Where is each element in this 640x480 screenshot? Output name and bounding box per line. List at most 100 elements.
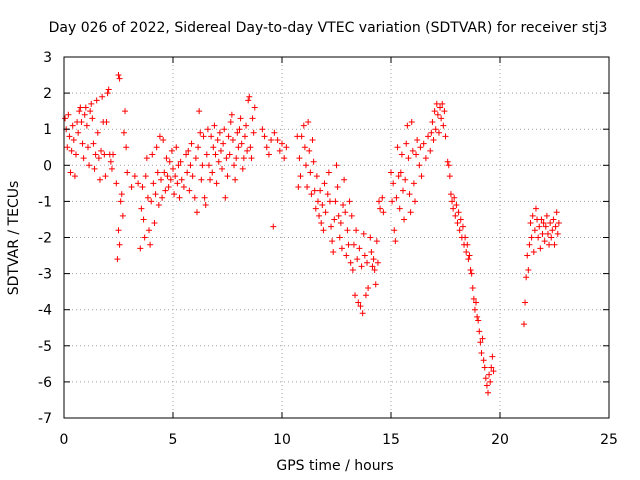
- data-point-plus: [549, 227, 556, 234]
- data-point-plus: [241, 133, 248, 140]
- data-point-plus: [171, 191, 178, 198]
- data-point-plus: [324, 191, 331, 198]
- data-point-plus: [117, 198, 124, 205]
- data-point-plus: [228, 111, 235, 118]
- data-point-plus: [180, 183, 187, 190]
- data-point-plus: [442, 133, 449, 140]
- data-point-plus: [247, 144, 254, 151]
- data-point-plus: [192, 155, 199, 162]
- data-point-plus: [244, 147, 251, 154]
- data-point-plus: [449, 198, 456, 205]
- data-point-plus: [547, 220, 554, 227]
- data-point-plus: [437, 104, 444, 111]
- data-point-plus: [226, 151, 233, 158]
- data-point-plus: [371, 266, 378, 273]
- data-point-plus: [403, 140, 410, 147]
- data-point-plus: [433, 100, 440, 107]
- data-point-plus: [526, 241, 533, 248]
- data-point-plus: [249, 115, 256, 122]
- data-point-plus: [220, 140, 227, 147]
- data-point-plus: [395, 173, 402, 180]
- data-point-plus: [555, 220, 562, 227]
- data-point-plus: [546, 241, 553, 248]
- data-point-plus: [335, 212, 342, 219]
- data-point-plus: [411, 198, 418, 205]
- data-point-plus: [343, 252, 350, 259]
- data-point-plus: [539, 230, 546, 237]
- data-point-plus: [101, 151, 108, 158]
- data-point-plus: [543, 212, 550, 219]
- data-point-plus: [91, 165, 98, 172]
- data-point-plus: [362, 292, 369, 299]
- data-point-plus: [213, 180, 220, 187]
- y-tick-label: -3: [38, 267, 52, 283]
- data-point-plus: [167, 176, 174, 183]
- data-point-plus: [214, 137, 221, 144]
- y-tick-label: -7: [38, 411, 52, 427]
- data-point-plus: [177, 158, 184, 165]
- data-point-plus: [444, 158, 451, 165]
- data-point-plus: [87, 108, 94, 115]
- data-point-plus: [233, 155, 240, 162]
- data-point-plus: [296, 155, 303, 162]
- data-point-plus: [305, 118, 312, 125]
- data-point-plus: [456, 227, 463, 234]
- data-point-plus: [345, 241, 352, 248]
- data-point-plus: [170, 165, 176, 172]
- data-point-plus: [462, 234, 469, 241]
- data-point-plus: [84, 144, 91, 151]
- data-point-plus: [368, 248, 375, 255]
- data-point-plus: [103, 118, 110, 125]
- data-point-plus: [93, 97, 100, 104]
- data-point-plus: [302, 162, 309, 169]
- data-point-plus: [486, 371, 493, 378]
- data-point-plus: [432, 126, 439, 133]
- data-point-plus: [431, 108, 438, 115]
- data-point-plus: [237, 115, 244, 122]
- data-point-plus: [78, 118, 85, 125]
- data-point-plus: [172, 173, 179, 180]
- data-point-plus: [470, 295, 477, 302]
- data-point-plus: [325, 169, 332, 176]
- data-point-plus: [316, 212, 323, 219]
- data-point-plus: [124, 169, 131, 176]
- data-point-plus: [338, 245, 345, 252]
- data-point-plus: [465, 256, 472, 263]
- data-point-plus: [310, 158, 317, 165]
- data-points: [62, 72, 562, 396]
- data-point-plus: [203, 151, 210, 158]
- data-point-plus: [207, 176, 214, 183]
- data-point-plus: [401, 216, 408, 223]
- data-point-plus: [198, 176, 205, 183]
- data-point-plus: [455, 209, 462, 216]
- data-point-plus: [265, 151, 272, 158]
- data-point-plus: [357, 303, 364, 310]
- data-point-plus: [373, 238, 380, 245]
- data-point-plus: [154, 169, 161, 176]
- data-point-plus: [531, 227, 538, 234]
- data-point-plus: [298, 133, 305, 140]
- data-point-plus: [225, 133, 232, 140]
- data-point-plus: [523, 274, 530, 281]
- data-point-plus: [488, 364, 495, 371]
- data-point-plus: [490, 368, 497, 375]
- data-point-plus: [144, 194, 151, 201]
- data-point-plus: [187, 162, 194, 169]
- data-point-plus: [263, 144, 270, 151]
- data-point-plus: [473, 299, 480, 306]
- data-point-plus: [428, 129, 435, 136]
- data-point-plus: [326, 198, 333, 205]
- data-point-plus: [365, 285, 372, 292]
- data-point-plus: [450, 205, 457, 212]
- data-point-plus: [119, 212, 126, 219]
- data-point-plus: [211, 122, 218, 129]
- data-point-plus: [210, 144, 217, 151]
- data-point-plus: [463, 248, 470, 255]
- data-point-plus: [250, 129, 257, 136]
- data-point-plus: [331, 216, 338, 223]
- data-point-plus: [441, 108, 448, 115]
- data-point-plus: [301, 144, 308, 151]
- data-point-plus: [435, 129, 442, 136]
- data-point-plus: [551, 241, 558, 248]
- data-point-plus: [79, 140, 86, 147]
